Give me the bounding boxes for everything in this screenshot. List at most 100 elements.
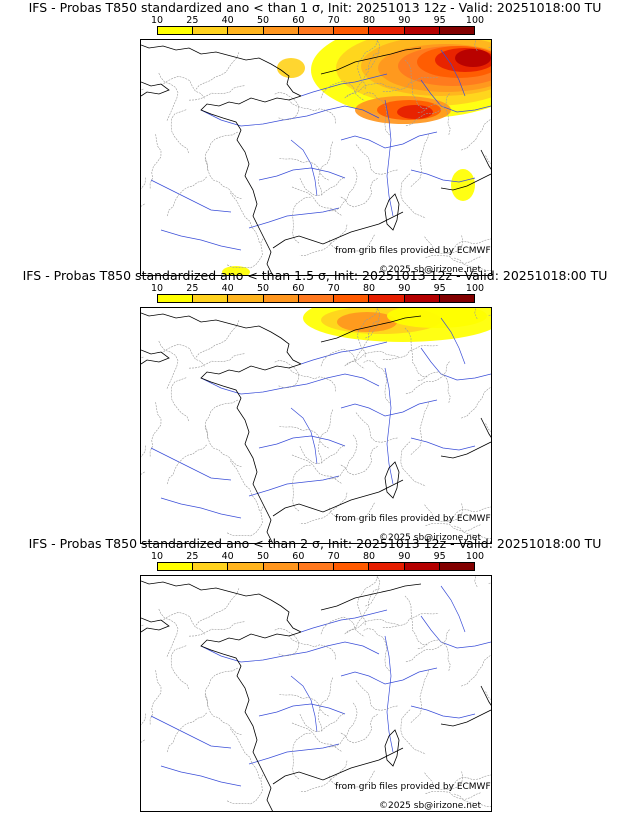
copyright-credit: ©2025 sb@irizone.net: [379, 801, 481, 811]
admin-border: [188, 353, 246, 369]
colorbar-bin-5: [298, 295, 335, 302]
admin-border: [447, 238, 491, 254]
admin-border: [355, 144, 399, 175]
coastline-segment: [141, 349, 170, 365]
colorbar-tick-50: 50: [256, 551, 270, 562]
river: [410, 437, 476, 451]
colorbar-bin-7: [369, 563, 405, 570]
admin-border: [474, 308, 478, 320]
admin-border: [343, 619, 399, 635]
admin-border: [345, 588, 380, 634]
panel-title: IFS - Probas T850 standardized ano < tha…: [28, 536, 602, 551]
coastline-segment: [480, 149, 491, 170]
admin-border: [485, 155, 491, 164]
coastline: [141, 312, 491, 543]
colorbar-tick-60: 60: [292, 283, 305, 294]
colorbar-bin-4: [263, 295, 299, 302]
colorbar-tick-80: 80: [362, 551, 376, 562]
admin-border: [279, 426, 330, 449]
map-panel-1: IFS - Probas T850 standardized ano < tha…: [0, 0, 630, 276]
admin-border: [405, 628, 451, 663]
admin-border: [485, 691, 491, 700]
admin-border: [292, 732, 312, 780]
admin-border: [299, 224, 348, 256]
admin-border: [355, 412, 399, 443]
admin-border: [290, 722, 342, 752]
admin-border: [299, 444, 345, 465]
colorbar-bin-5: [298, 27, 335, 34]
river: [160, 497, 242, 519]
admin-border: [404, 327, 429, 378]
coastline-segment: [480, 417, 491, 438]
admin-border: [400, 173, 426, 219]
coastline-segment: [272, 747, 404, 785]
colorbar-tick-100: 100: [465, 15, 485, 26]
colorbar-tick-labels: 10 25 40 50 60 70 80 90 95 100: [151, 283, 484, 294]
coastline-segment: [480, 685, 491, 706]
admin-border: [318, 408, 334, 464]
river: [440, 317, 466, 365]
river: [258, 703, 346, 717]
colorbar-tick-60: 60: [292, 551, 305, 562]
colorbar-tick-40: 40: [221, 551, 234, 562]
admin-border: [425, 522, 482, 532]
colorbar-tick-10: 10: [150, 283, 164, 294]
admin-border: [488, 582, 491, 584]
colorbar-bin-2: [193, 563, 229, 570]
admin-border: [405, 360, 451, 395]
admin-border: [149, 670, 162, 726]
colorbar-bin-2: [193, 27, 229, 34]
admin-border: [339, 714, 378, 744]
admin-border: [273, 91, 299, 121]
river: [340, 667, 438, 685]
admin-border: [141, 445, 146, 458]
admin-border: [299, 492, 348, 524]
river: [258, 435, 346, 449]
admin-border: [290, 186, 342, 216]
admin-border: [141, 177, 146, 190]
coastline-segment: [384, 461, 400, 499]
admin-border: [204, 131, 238, 172]
admin-border: [474, 40, 478, 52]
admin-border: [290, 454, 342, 484]
probability-area: [337, 312, 397, 332]
admin-border: [170, 377, 190, 423]
admin-border: [416, 103, 451, 135]
colorbar-tick-50: 50: [256, 15, 270, 26]
admin-border: [400, 441, 426, 487]
admin-border: [226, 505, 264, 537]
colorbar-tick-90: 90: [398, 551, 411, 562]
river: [410, 705, 476, 719]
admin-border: [320, 616, 365, 637]
colorbar-tick-25: 25: [186, 551, 199, 562]
colorbar: [157, 562, 475, 571]
admin-border: [345, 52, 380, 98]
rivers: [150, 49, 491, 251]
admin-border: [167, 443, 208, 485]
river: [420, 79, 491, 113]
admin-border: [343, 83, 399, 99]
admin-border: [461, 386, 491, 419]
colorbar-bin-8: [404, 563, 440, 570]
colorbar-bin-8: [404, 295, 440, 302]
river: [300, 341, 388, 365]
admin-border: [156, 75, 205, 99]
admin-border: [141, 203, 145, 207]
admin-border: [188, 621, 246, 637]
admin-border: [362, 360, 390, 404]
coastline-segment: [320, 47, 422, 75]
river: [420, 615, 491, 649]
colorbar-tick-95: 95: [433, 551, 446, 562]
admin-border: [382, 613, 439, 629]
admin-border: [204, 399, 238, 440]
colorbar-bin-4: [263, 563, 299, 570]
admin-border: [149, 134, 162, 190]
coastline-segment: [320, 315, 422, 343]
colorbar-tick-40: 40: [221, 283, 234, 294]
colorbar-bin-8: [404, 27, 440, 34]
rivers: [150, 317, 491, 519]
admin-border: [141, 356, 144, 359]
admin-borders: [141, 40, 491, 271]
colorbar-tick-70: 70: [327, 283, 340, 294]
river: [150, 715, 232, 749]
